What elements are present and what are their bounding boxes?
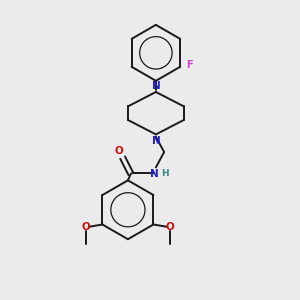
Text: H: H: [161, 169, 169, 178]
Text: O: O: [114, 146, 123, 157]
Text: O: O: [165, 222, 174, 232]
Text: N: N: [152, 136, 160, 146]
Text: N: N: [152, 81, 160, 91]
Text: F: F: [187, 60, 193, 70]
Text: O: O: [82, 222, 91, 232]
Text: N: N: [150, 169, 158, 179]
